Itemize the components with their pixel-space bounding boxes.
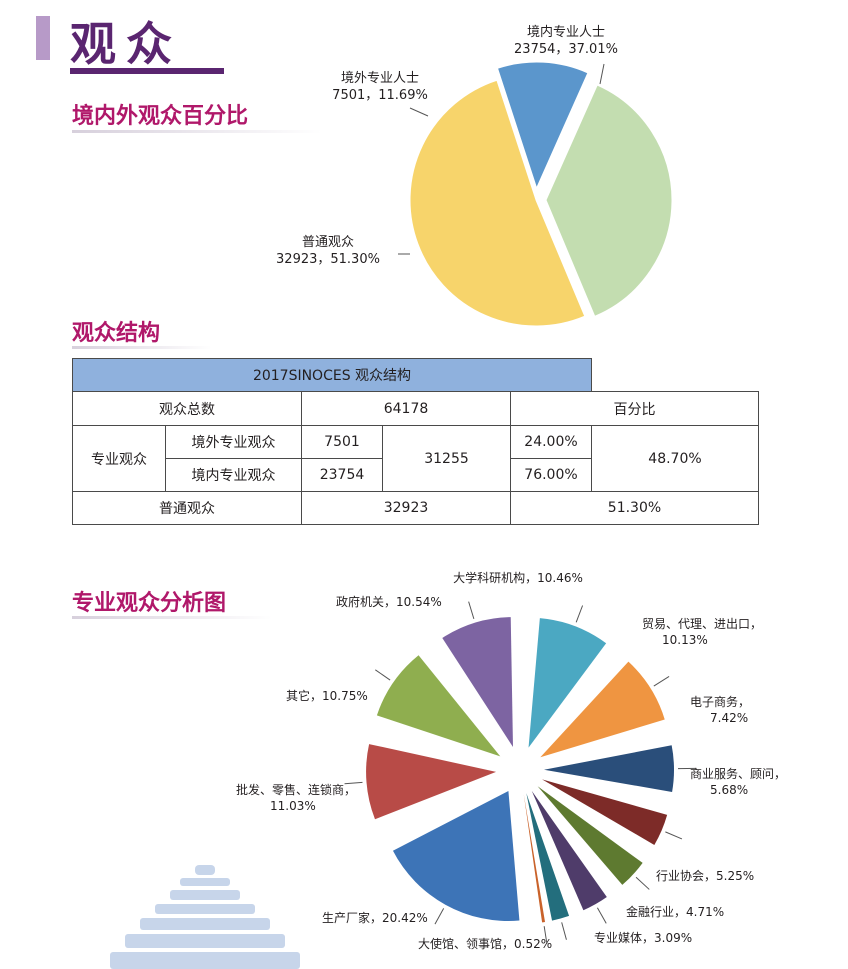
building-watermark-icon [110,865,300,969]
general-pct: 51.30% [510,491,759,525]
pie2-slice-6 [526,793,570,921]
pie2-slice-2 [543,745,674,792]
pie2-label-4: 行业协会，5.25% [656,868,754,883]
total-value: 64178 [301,391,511,426]
pie1-leader-2 [409,107,429,117]
pie2-label-10: 其它，10.75% [286,688,368,703]
section-divider-pie1 [72,130,322,133]
pie1-label-name-0: 境内专业人士 [527,24,605,40]
pie2-label-11: 政府机关，10.54% [336,594,442,609]
page-title: 观众 [70,17,182,71]
pie2-label-5: 金融行业，4.71% [626,904,724,919]
pie2-leader-11 [468,601,475,620]
pie2-slice-11 [442,617,513,748]
header-underline [70,68,224,74]
pie2-leader-1 [653,676,670,687]
section-title-pie1: 境内外观众百分比 [72,104,249,129]
pie2-leader-6 [561,922,567,940]
pie1-label-name-2: 境外专业人士 [341,71,419,86]
pie2-leader-3 [665,831,683,840]
pie2-label2-3: 5.68% [710,783,748,797]
pie2-slice-4 [537,786,643,885]
pie2-label2-9: 11.03% [270,799,316,813]
section-divider-table [72,346,212,349]
pie2-leader-5 [596,907,607,924]
pie2-label-7: 大使馆、领事馆，0.52% [418,936,552,951]
pro-pct: 48.70% [591,425,759,492]
overseas-pct: 24.00% [510,425,592,459]
section-title-pie2: 专业观众分析图 [72,591,227,616]
audience-structure-table: 2017SINOCES 观众结构 观众总数 64178 百分比 专业观众 境外专… [72,358,759,525]
overseas-value: 7501 [301,425,383,459]
pie2-label2-2: 7.42% [710,711,748,725]
pie1-slice-2 [496,61,589,190]
pie2-slice-5 [531,790,607,911]
pie2-slice-3 [542,779,668,845]
pie2-leader-0 [575,605,584,623]
pie1-label-value-1: 32923，51.30% [276,252,380,267]
pie2-leader-10 [375,669,391,681]
pie2-label-0: 大学科研机构，10.46% [453,570,583,585]
pie2-leader-9 [344,781,363,785]
pie1-slice-1 [409,79,586,327]
pie1-label-value-0: 23754，37.01% [514,42,618,57]
general-value: 32923 [301,491,511,525]
pie2-label-8: 生产厂家，20.42% [322,910,428,925]
pie2-label2-1: 10.13% [662,633,708,647]
pro-label: 专业观众 [72,425,166,492]
pie2-slice-7 [523,793,546,923]
pie1-label-value-2: 7501，11.69% [332,88,428,103]
pie1-leader-0 [599,63,605,85]
percent-header: 百分比 [510,391,759,426]
pie1-label-name-1: 普通观众 [302,235,354,250]
domestic-label: 境内专业观众 [165,458,302,492]
domestic-value: 23754 [301,458,383,492]
header-accent-bar [36,16,50,60]
pie2-label-9: 批发、零售、连锁商， [236,782,356,797]
pro-total: 31255 [382,425,511,492]
pie2-label-6: 专业媒体，3.09% [594,930,692,945]
pie2-label-3: 商业服务、顾问， [690,766,786,781]
pie2-slice-0 [528,618,607,748]
pie2-slice-9 [366,744,497,820]
pie2-slice-1 [540,661,665,758]
pie2-leader-7 [543,926,548,945]
section-divider-pie2 [72,616,272,619]
pie2-slice-8 [392,791,520,922]
section-title-table: 观众结构 [72,321,161,346]
pie1-slice-0 [545,84,673,317]
pie2-leader-4 [635,876,650,890]
domestic-pct: 76.00% [510,458,592,492]
overseas-label: 境外专业观众 [165,425,302,459]
total-label: 观众总数 [72,391,302,426]
pie2-label-1: 贸易、代理、进出口， [642,617,762,631]
pie2-slice-10 [376,655,501,757]
table-caption: 2017SINOCES 观众结构 [72,358,592,392]
pie2-label-2: 电子商务， [690,694,750,709]
pie2-leader-8 [434,908,445,925]
general-label: 普通观众 [72,491,302,525]
